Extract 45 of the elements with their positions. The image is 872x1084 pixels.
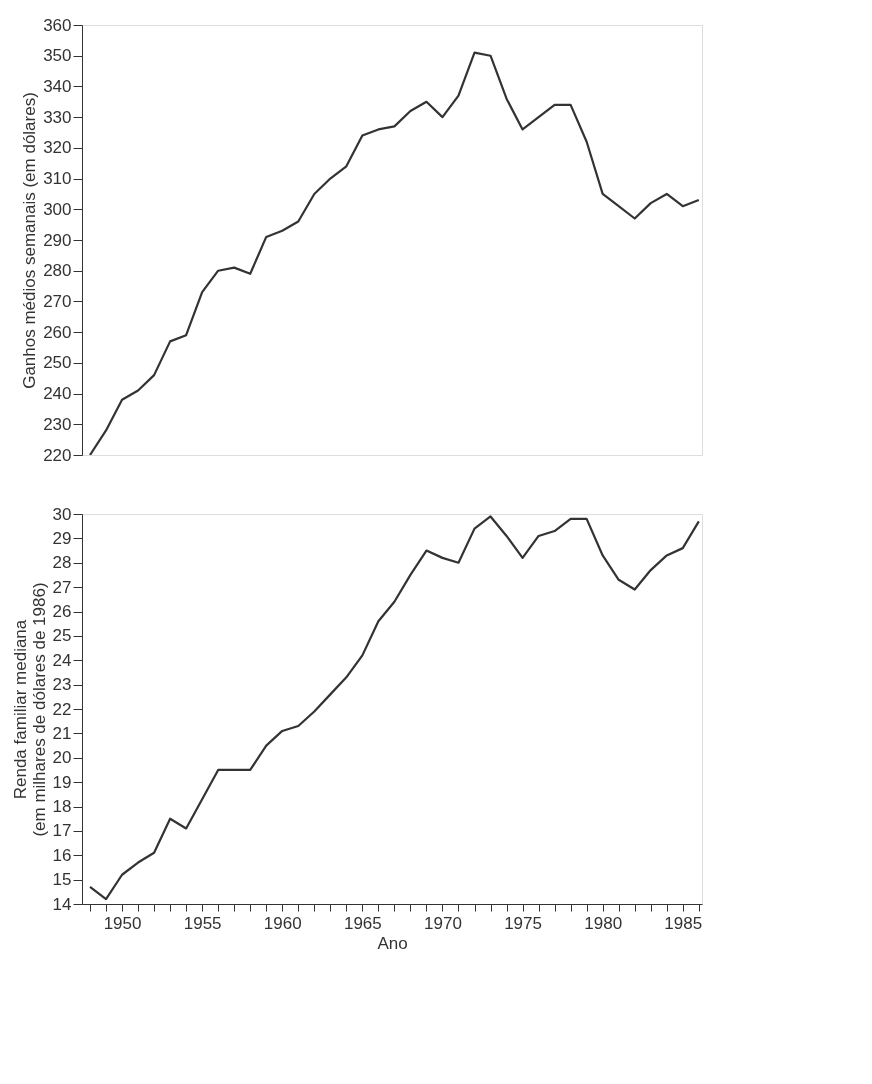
x-tick-label: 1965 <box>343 913 382 933</box>
x-tick-label: 1960 <box>263 913 302 933</box>
y-axis-title: Ganhos médios semanais (em dólares) <box>20 92 40 389</box>
y-tick-label: 240 <box>43 384 72 404</box>
y-tick-label: 350 <box>43 46 72 66</box>
x-tick-label: 1980 <box>584 913 623 933</box>
y-tick-label: 360 <box>43 15 72 35</box>
y-tick-label: 29 <box>52 528 72 548</box>
y-tick-label: 22 <box>52 699 72 719</box>
line-series <box>88 515 700 901</box>
y-tick-label: 30 <box>52 504 72 524</box>
x-tick-label: 1970 <box>424 913 462 933</box>
x-tick-label: 1975 <box>504 913 542 933</box>
y-tick-label: 340 <box>43 76 72 96</box>
line-series <box>88 51 700 455</box>
y-tick-label: 16 <box>52 845 72 865</box>
y-tick-label: 14 <box>52 894 72 914</box>
y-tick-label: 15 <box>52 870 72 890</box>
y-tick-label: 220 <box>43 445 72 465</box>
y-tick-label: 270 <box>43 291 72 311</box>
y-tick-label: 19 <box>52 772 72 792</box>
y-tick-label: 320 <box>43 138 72 158</box>
x-tick-label: 1955 <box>183 913 222 933</box>
y-tick-label: 18 <box>52 797 72 816</box>
y-tick-label: 20 <box>52 748 72 768</box>
x-axis-title: Ano <box>377 933 408 953</box>
y-tick-label: 28 <box>52 553 72 573</box>
x-tick-label: 1950 <box>103 913 142 933</box>
y-tick-label: 24 <box>52 650 72 670</box>
x-tick-label: 1985 <box>664 913 703 933</box>
y-tick-label: 280 <box>43 261 72 281</box>
y-axis-title: Renda familiar mediana (em milhares de dólares de 1986) <box>10 582 49 837</box>
y-tick-label: 25 <box>52 626 72 646</box>
y-tick-label: 300 <box>43 199 72 219</box>
y-tick-label: 230 <box>43 414 72 434</box>
y-tick-label: 250 <box>43 353 72 373</box>
y-tick-label: 17 <box>52 821 72 841</box>
y-tick-label: 27 <box>52 577 72 597</box>
y-tick-label: 260 <box>43 322 72 342</box>
y-tick-label: 310 <box>43 169 72 189</box>
y-tick-label: 23 <box>52 675 72 695</box>
y-tick-label: 330 <box>43 107 72 127</box>
y-tick-label: 290 <box>43 230 72 250</box>
y-tick-label: 21 <box>52 723 72 743</box>
y-tick-label: 26 <box>52 602 72 621</box>
